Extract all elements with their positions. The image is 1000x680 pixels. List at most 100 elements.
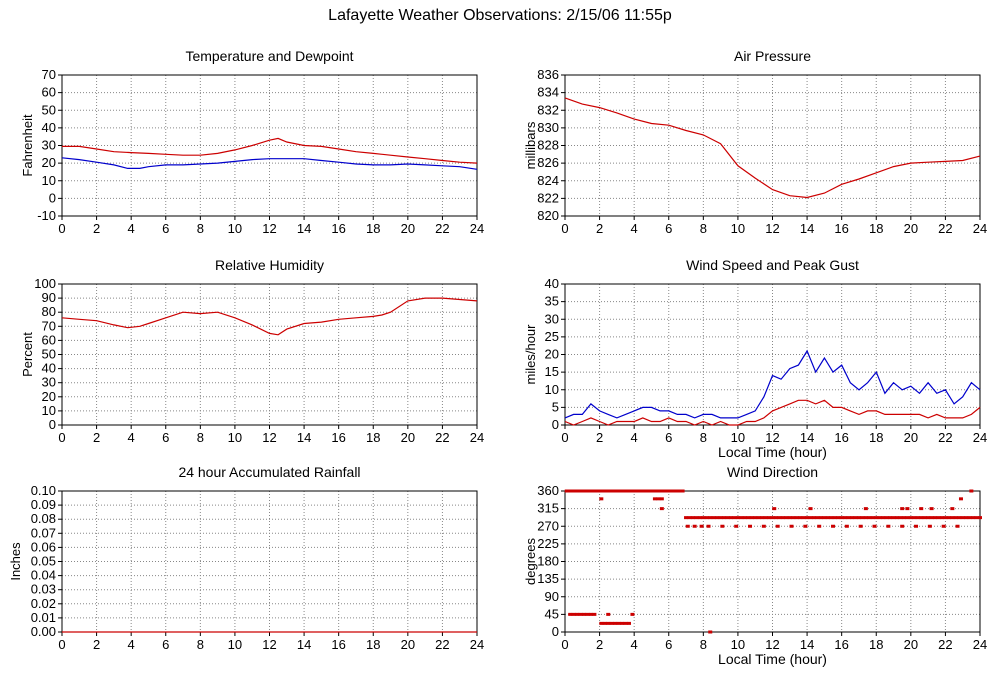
chart-title: 24 hour Accumulated Rainfall — [178, 464, 360, 480]
data-point — [690, 516, 695, 520]
x-tick-label: 24 — [470, 637, 484, 652]
chart-pressure: 0 2 4 6 8 10 12 14 16 18 20 22 248208228248268288308… — [523, 48, 987, 236]
y-tick-label: 820 — [537, 208, 559, 223]
data-point — [843, 516, 848, 520]
chart-rain: 0 2 4 6 8 10 12 14 16 18 20 22 240.000.010.020.030.0… — [8, 464, 484, 652]
x-tick-label: 4 — [631, 637, 638, 652]
x-tick-label: 22 — [938, 221, 952, 236]
chart-temp: 0 2 4 6 8 10 12 14 16 18 20 22 24-10010203040506070T… — [20, 48, 484, 236]
data-point — [739, 516, 744, 520]
data-point — [818, 516, 823, 520]
y-tick-label: 10 — [42, 403, 56, 418]
x-tick-label: 12 — [765, 637, 779, 652]
y-tick-label: 45 — [545, 606, 559, 621]
data-point — [620, 621, 625, 625]
y-axis-label: miles/hour — [523, 324, 538, 385]
x-tick-label: 4 — [631, 430, 638, 445]
x-tick-label: 2 — [93, 430, 100, 445]
y-tick-label: 270 — [537, 518, 559, 533]
y-axis-label: degrees — [523, 538, 538, 585]
data-point — [856, 516, 861, 520]
data-point — [687, 516, 692, 520]
data-point — [673, 489, 678, 493]
data-point — [850, 516, 855, 520]
data-point — [950, 507, 955, 511]
y-tick-label: 180 — [537, 554, 559, 569]
x-tick-label: 16 — [331, 637, 345, 652]
x-tick-label: 16 — [331, 430, 345, 445]
x-tick-label: 16 — [834, 430, 848, 445]
data-point — [926, 516, 931, 520]
data-point — [616, 621, 621, 625]
y-tick-label: 90 — [42, 290, 56, 305]
x-tick-label: 8 — [700, 221, 707, 236]
data-point — [599, 497, 604, 501]
x-tick-label: 6 — [162, 221, 169, 236]
data-point — [969, 489, 974, 493]
data-point — [708, 516, 713, 520]
x-tick-label: 12 — [765, 430, 779, 445]
y-tick-label: -10 — [37, 208, 56, 223]
y-tick-label: 5 — [552, 399, 559, 414]
y-tick-label: 0 — [49, 417, 56, 432]
x-axis-label: Local Time (hour) — [718, 651, 827, 667]
x-tick-label: 14 — [297, 637, 311, 652]
y-tick-label: 0.05 — [31, 554, 56, 569]
data-point — [767, 516, 772, 520]
y-tick-label: 40 — [545, 276, 559, 291]
data-point — [623, 621, 628, 625]
data-point — [706, 524, 711, 528]
x-tick-label: 6 — [665, 430, 672, 445]
data-point — [685, 524, 690, 528]
data-point — [936, 516, 941, 520]
data-point — [960, 516, 965, 520]
data-point — [770, 516, 775, 520]
x-tick-label: 10 — [731, 637, 745, 652]
data-point — [900, 507, 905, 511]
x-tick-label: 4 — [128, 221, 135, 236]
data-point — [914, 524, 919, 528]
data-point — [929, 516, 934, 520]
x-tick-label: 14 — [297, 221, 311, 236]
data-point — [888, 516, 893, 520]
data-point — [798, 516, 803, 520]
data-point — [919, 516, 924, 520]
data-point — [812, 516, 816, 520]
data-point — [718, 516, 723, 520]
data-point — [582, 612, 587, 616]
data-point — [780, 516, 785, 520]
chart-title: Relative Humidity — [215, 257, 324, 273]
data-point — [825, 516, 830, 520]
x-tick-label: 22 — [938, 430, 952, 445]
chart-direction: 0 2 4 6 8 10 12 14 16 18 20 22 240459013518022527031… — [523, 464, 987, 667]
data-point — [697, 516, 702, 520]
data-point — [915, 516, 920, 520]
x-tick-label: 4 — [128, 430, 135, 445]
data-point — [789, 524, 794, 528]
data-point — [760, 516, 765, 520]
x-tick-label: 0 — [561, 221, 568, 236]
y-tick-label: 824 — [537, 173, 559, 188]
y-tick-label: 30 — [545, 311, 559, 326]
x-tick-label: 22 — [435, 637, 449, 652]
y-tick-label: 828 — [537, 138, 559, 153]
chart-title: Temperature and Dewpoint — [185, 48, 353, 64]
x-axis-label: Local Time (hour) — [718, 444, 827, 460]
y-axis-label: Percent — [20, 332, 35, 377]
data-point — [748, 524, 753, 528]
x-tick-label: 8 — [197, 430, 204, 445]
data-point — [725, 516, 730, 520]
x-tick-label: 16 — [331, 221, 345, 236]
data-point — [943, 516, 948, 520]
data-point — [722, 516, 727, 520]
data-point — [831, 524, 836, 528]
data-point — [808, 516, 813, 520]
x-tick-label: 12 — [262, 221, 276, 236]
data-point — [791, 516, 796, 520]
data-point — [616, 489, 621, 493]
x-tick-label: 24 — [470, 221, 484, 236]
x-tick-label: 0 — [58, 430, 65, 445]
data-point — [568, 612, 573, 616]
data-point — [652, 497, 657, 501]
